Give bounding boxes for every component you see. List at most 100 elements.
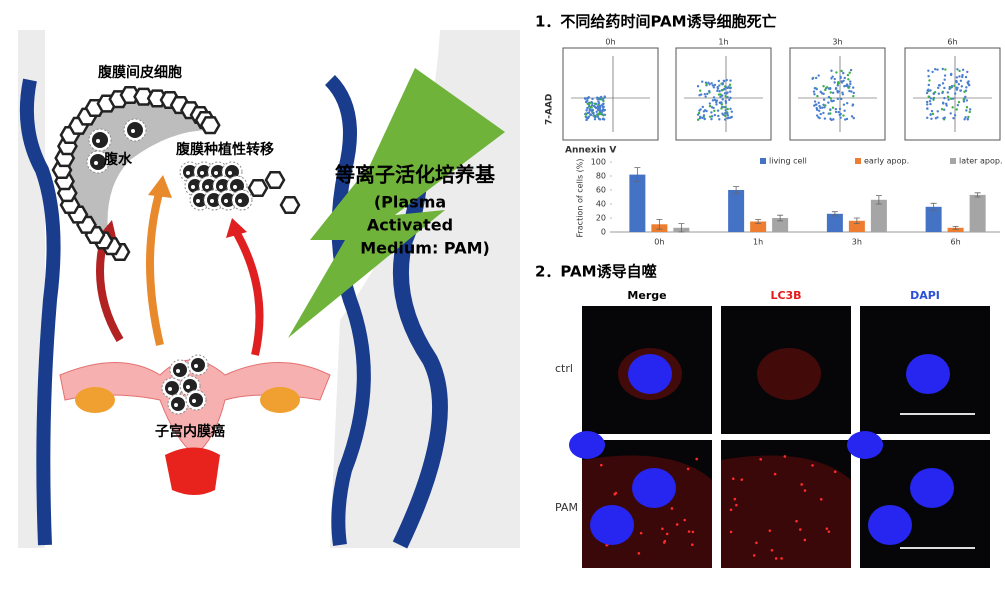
flow-dot [956, 68, 959, 71]
y-tick-label: 0 [601, 228, 606, 237]
cancer-cell [211, 165, 225, 179]
error-bar [853, 217, 860, 224]
flow-dot [589, 106, 593, 109]
ovary [260, 387, 300, 413]
flow-dot [964, 116, 967, 119]
flow-dot [728, 98, 731, 101]
lc3-punctum [661, 527, 664, 531]
cancer-cell [207, 193, 221, 207]
flow-dot [721, 82, 724, 85]
flow-dot [703, 92, 707, 96]
cancer-cell [230, 179, 244, 193]
nucleus [96, 139, 100, 143]
error-bar [875, 195, 882, 205]
bar [925, 206, 942, 232]
flow-dot [954, 92, 957, 95]
flow-dot [818, 116, 821, 120]
nucleus [186, 385, 190, 389]
flow-dot [710, 117, 713, 121]
flow-dot [963, 118, 966, 121]
flow-dot [849, 80, 852, 83]
cancer-cell [191, 358, 205, 372]
flow-dot [587, 111, 591, 114]
flow-dot [840, 81, 844, 84]
flow-dot [818, 104, 821, 108]
error-bar [831, 211, 838, 217]
flow-dot [819, 112, 822, 116]
nucleus [910, 468, 954, 508]
flow-dot [595, 110, 598, 113]
flow-dot [813, 93, 816, 96]
flow-dot [713, 113, 717, 117]
mesothelial-cell [199, 116, 221, 135]
flow-dot [708, 89, 711, 93]
flow-dot [710, 111, 713, 114]
mesothelial-cell [247, 178, 269, 198]
flow-dot [712, 96, 716, 99]
lc3-punctum [733, 497, 737, 501]
flow-dot [930, 109, 934, 113]
flow-dot [959, 79, 963, 82]
flow-dot [591, 108, 595, 112]
cytoplasm [721, 455, 851, 568]
flow-dot [729, 79, 732, 82]
nucleus [233, 185, 237, 189]
flow-dot [834, 110, 838, 114]
flow-dot [827, 101, 830, 104]
organ-left [19, 78, 61, 546]
flow-dot [966, 117, 969, 121]
legend-label: later apop. [959, 157, 1003, 166]
flow-dot [585, 100, 588, 103]
flow-dot [957, 82, 961, 86]
nucleus [847, 431, 883, 459]
bar [947, 227, 964, 232]
nucleus [174, 403, 178, 407]
row-label: PAM [555, 501, 578, 514]
flow-dot [716, 89, 719, 93]
flow-dot [960, 85, 964, 88]
flow-dot [930, 117, 933, 120]
flow-dot [817, 101, 820, 105]
cancer-cell [216, 179, 230, 193]
flow-dot [725, 78, 728, 82]
flow-dot [721, 98, 724, 101]
error-bar [755, 219, 762, 224]
lc3-punctum [770, 548, 774, 552]
flow-dot [812, 90, 816, 93]
flow-dot [598, 118, 602, 121]
micrograph-content [721, 455, 851, 568]
lc3-punctum [800, 483, 803, 486]
flow-dot [701, 80, 704, 83]
flow-dot [729, 96, 732, 100]
flow-dot [729, 116, 732, 119]
flow-dot [965, 99, 969, 102]
flow-dot [926, 116, 929, 120]
decoration [51, 85, 301, 415]
flow-dot [926, 103, 929, 106]
flow-dot [834, 87, 838, 91]
flow-dot [590, 104, 594, 107]
flow-dot [603, 95, 606, 98]
flow-dot [929, 97, 933, 100]
flow-dot [955, 79, 958, 83]
flow-dot [845, 83, 849, 86]
flow-dot [946, 91, 950, 94]
cancer-cell [235, 193, 249, 207]
flow-dot [943, 74, 947, 77]
flow-dot [698, 109, 701, 112]
flow-dot [948, 87, 951, 91]
bar [848, 220, 865, 232]
lc3-punctum [827, 530, 831, 533]
flow-dot [967, 80, 970, 83]
flow-dot [711, 84, 715, 87]
flow-dot [705, 83, 708, 86]
flow-dot [597, 106, 600, 109]
flow-dot [726, 107, 729, 111]
flow-dot [927, 95, 930, 98]
section-title: 1．不同给药时间PAM诱导细胞死亡 [535, 13, 777, 31]
flow-dot [595, 102, 598, 106]
flow-dot [941, 67, 944, 71]
lc3-punctum [759, 458, 763, 461]
flow-dot [958, 75, 961, 78]
